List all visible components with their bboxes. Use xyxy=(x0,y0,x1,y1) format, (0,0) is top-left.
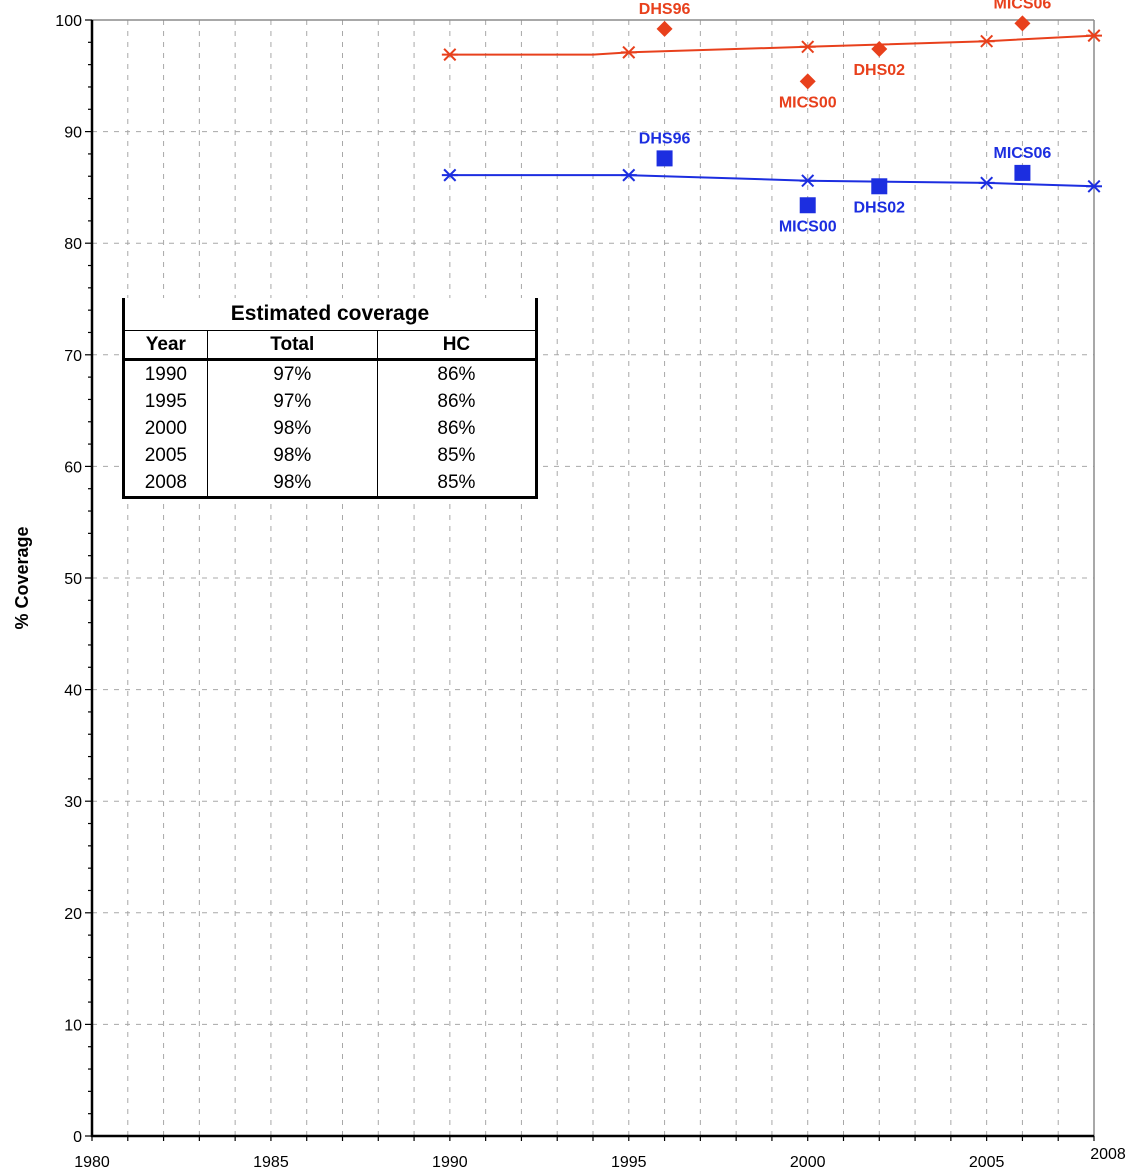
x-tick-label: 1990 xyxy=(432,1154,468,1171)
series-point-hc-estimate xyxy=(799,174,816,188)
cell-hc: 85% xyxy=(437,471,476,493)
x-tick-label: 1995 xyxy=(611,1154,647,1171)
column-header-total: Total xyxy=(207,330,378,361)
survey-label: DHS02 xyxy=(853,62,905,79)
y-tick-label: 80 xyxy=(64,236,82,253)
x-tick-label: 2008 xyxy=(1090,1146,1126,1163)
y-tick-label: 60 xyxy=(64,459,82,476)
y-tick-label: 100 xyxy=(55,13,82,30)
y-tick-label: 70 xyxy=(64,348,82,365)
survey-marker-diamond xyxy=(1014,15,1031,32)
series-line-total-estimate xyxy=(449,34,1095,56)
table-caption: Estimated coverage xyxy=(123,298,537,331)
survey-marker-diamond xyxy=(656,20,673,37)
survey-label: DHS96 xyxy=(639,1,691,18)
cell-year: 1990 xyxy=(123,359,208,388)
cell-total: 98% xyxy=(207,442,378,469)
y-tick-label: 20 xyxy=(64,906,82,923)
x-tick-label: 1985 xyxy=(253,1154,289,1171)
survey-point: DHS96 xyxy=(639,130,691,167)
series-point-total-estimate xyxy=(1086,29,1102,43)
survey-point: MICS06 xyxy=(994,0,1052,32)
table-caption-row: Estimated coverage xyxy=(123,298,537,331)
x-tick-label: 2005 xyxy=(969,1154,1005,1171)
survey-point: MICS00 xyxy=(779,197,837,235)
y-tick-label: 90 xyxy=(64,125,82,142)
y-tick-label: 10 xyxy=(64,1017,82,1034)
cell-total: 98% xyxy=(207,415,378,442)
cell-total: 98% xyxy=(207,469,378,498)
survey-label: MICS06 xyxy=(994,145,1052,162)
series-point-total-estimate xyxy=(441,48,458,62)
cell-hc: 86% xyxy=(437,417,476,439)
x-tick-label: 2000 xyxy=(790,1154,826,1171)
table-row: 2005 98% 85% xyxy=(123,442,537,469)
y-axis-title: % Coverage xyxy=(12,526,32,629)
y-tick-label: 50 xyxy=(64,571,82,588)
cell-year: 2008 xyxy=(123,469,208,498)
series-total-estimate xyxy=(441,29,1102,62)
survey-point: DHS96 xyxy=(639,1,691,37)
cell-hc: 86% xyxy=(437,363,476,385)
cell-year: 1995 xyxy=(123,388,208,415)
survey-label: MICS00 xyxy=(779,218,837,235)
survey-marker-diamond xyxy=(799,73,816,90)
series-point-hc-estimate xyxy=(620,168,637,182)
survey-label: DHS02 xyxy=(853,199,905,216)
survey-marker-square xyxy=(871,178,888,195)
series-hc-estimate xyxy=(441,168,1102,193)
survey-point: MICS06 xyxy=(994,145,1052,181)
survey-label: DHS96 xyxy=(639,130,691,147)
table-row: 1995 97% 86% xyxy=(123,388,537,415)
y-tick-label: 0 xyxy=(73,1129,82,1146)
x-tick-label: 1980 xyxy=(74,1154,110,1171)
survey-marker-square xyxy=(1014,164,1031,181)
cell-year: 2005 xyxy=(123,442,208,469)
cell-hc: 86% xyxy=(437,390,476,412)
estimated-coverage-table: Estimated coverage Year Total HC 1990 97… xyxy=(122,298,538,499)
table-row: 1990 97% 86% xyxy=(123,359,537,388)
cell-hc: 85% xyxy=(437,444,476,466)
survey-label: MICS06 xyxy=(994,0,1052,12)
cell-total: 97% xyxy=(207,359,378,388)
series-point-hc-estimate xyxy=(978,176,995,190)
column-header-year: Year xyxy=(123,330,208,361)
survey-point: DHS02 xyxy=(853,41,905,79)
grid-lines xyxy=(92,20,1094,1136)
survey-point: DHS02 xyxy=(853,178,905,216)
y-tick-label: 30 xyxy=(64,794,82,811)
series-point-hc-estimate xyxy=(1086,179,1102,193)
survey-label: MICS00 xyxy=(779,94,837,111)
table-header-row: Year Total HC xyxy=(123,330,537,361)
series-point-total-estimate xyxy=(978,34,995,48)
table-row: 2008 98% 85% xyxy=(123,469,537,498)
survey-marker-diamond xyxy=(871,41,888,58)
y-tick-label: 40 xyxy=(64,683,82,700)
table-row: 2000 98% 86% xyxy=(123,415,537,442)
series-point-total-estimate xyxy=(620,45,637,59)
series-point-hc-estimate xyxy=(441,168,458,182)
survey-point: MICS00 xyxy=(779,73,837,111)
series-point-total-estimate xyxy=(799,40,816,54)
survey-marker-square xyxy=(799,197,816,214)
column-header-hc: HC xyxy=(377,330,537,361)
cell-total: 97% xyxy=(207,388,378,415)
survey-marker-square xyxy=(656,150,673,167)
cell-year: 2000 xyxy=(123,415,208,442)
